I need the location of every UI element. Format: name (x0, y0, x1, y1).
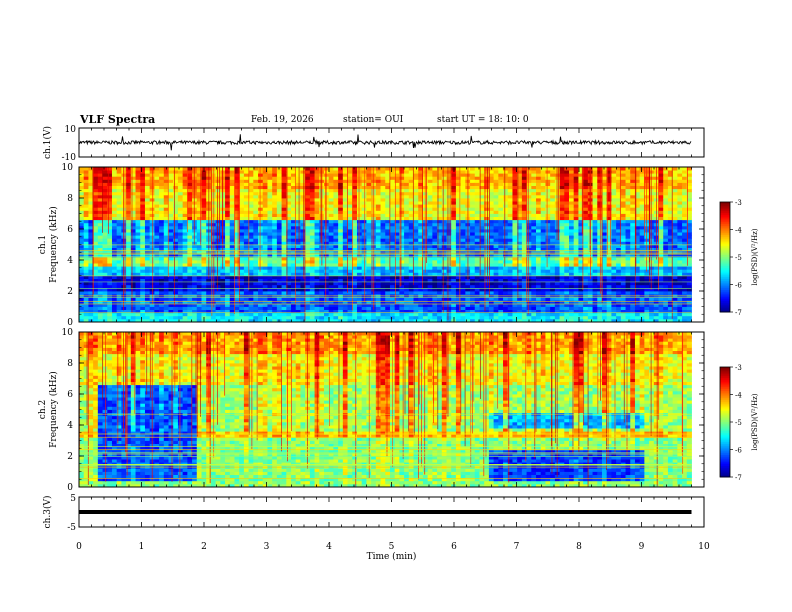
station-label: station= OUI (343, 115, 404, 125)
ch2-colorbar-tick: -4 (735, 392, 742, 400)
ch1-ytick-top: 10 (65, 125, 77, 135)
xtick-label: 8 (576, 542, 582, 552)
ch2-ytick-2: 2 (67, 452, 73, 462)
xtick-label: 0 (76, 542, 82, 552)
xtick-label: 5 (389, 542, 395, 552)
ch1-ytick-6: 6 (67, 225, 73, 235)
ch2-colorbar: -3 -4 -5 -6 -7 log(PSD)(V²/Hz) (719, 364, 759, 482)
ch1-ylabel-channel: ch.1 (38, 235, 48, 254)
xtick-label: 6 (451, 542, 457, 552)
xtick-label: 9 (639, 542, 645, 552)
xaxis-label: Time (min) (367, 551, 417, 562)
ch1-colorbar-tick: -3 (735, 199, 742, 207)
ch2-ytick-4: 4 (67, 421, 73, 431)
ch1-colorbar-label: log(PSD)(V²/Hz) (751, 228, 759, 285)
xtick-label: 7 (514, 542, 520, 552)
ch1-ytick-4: 4 (67, 256, 73, 266)
ch1-spectrogram-frame (78, 166, 705, 323)
ch1-trace (78, 134, 692, 151)
ch3-waveform-frame (78, 496, 705, 528)
ch2-colorbar-label: log(PSD)(V²/Hz) (751, 393, 759, 450)
xtick-label: 2 (201, 542, 207, 552)
ch1-ylabel: ch.1(V) (42, 126, 53, 159)
ch2-colorbar-tick: -5 (735, 419, 742, 427)
ch2-colorbar-tick: -6 (735, 447, 742, 455)
ch2-colorbar-tick: -7 (735, 474, 742, 482)
ch3-ylabel: ch.3(V) (42, 496, 53, 529)
ch1-colorbar: -3 -4 -5 -6 -7 log(PSD)(V²/Hz) (719, 199, 759, 317)
time-axis: 0 1 2 3 4 5 6 7 8 9 10 Time (min) (76, 542, 710, 562)
ch1-ytick-10: 10 (62, 163, 74, 173)
date-label: Feb. 19, 2026 (251, 115, 314, 125)
ch1-ytick-8: 8 (67, 194, 73, 204)
chart-title: VLF Spectra (80, 113, 156, 126)
ch1-ylabel-frequency: Frequency (kHz) (48, 206, 59, 283)
ch2-ytick-0: 0 (67, 483, 73, 493)
ch1-colorbar-tick: -5 (735, 254, 742, 262)
ch1-colorbar-tick: -4 (735, 227, 742, 235)
ch2-ytick-10: 10 (62, 328, 74, 338)
ch1-ytick-0: 0 (67, 318, 73, 328)
ch3-ytick-bottom: -5 (67, 523, 76, 533)
ch1-spectrogram-panel: 0 2 4 6 8 10 ch.1 Frequency (kHz) -3 -4 -5 -6 -7 log(… (38, 163, 759, 328)
xtick-label: 4 (326, 542, 332, 552)
ch1-waveform-frame (78, 127, 705, 158)
ch2-spectrogram-panel: 0 2 4 6 8 10 ch.2 Frequency (kHz) -3 -4 -5 -6 -7 log(… (38, 328, 759, 493)
ch1-colorbar-tick: -7 (735, 309, 742, 317)
ch2-ytick-8: 8 (67, 359, 73, 369)
xtick-label: 1 (139, 542, 145, 552)
ch1-colorbar-tick: -6 (735, 282, 742, 290)
ch1-ytick-2: 2 (67, 287, 73, 297)
ch2-colorbar-tick: -3 (735, 364, 742, 372)
xtick-label: 10 (698, 542, 710, 552)
xtick-label: 3 (264, 542, 270, 552)
ch2-spectrogram-frame (78, 331, 705, 488)
ch2-ytick-6: 6 (67, 390, 73, 400)
start-time-label: start UT = 18: 10: 0 (437, 115, 529, 125)
ch1-ytick-bottom: -10 (62, 153, 77, 163)
ch3-ytick-top: 5 (70, 494, 76, 504)
ch2-ylabel-frequency: Frequency (kHz) (48, 371, 59, 448)
ch2-ylabel-channel: ch.2 (38, 400, 48, 419)
